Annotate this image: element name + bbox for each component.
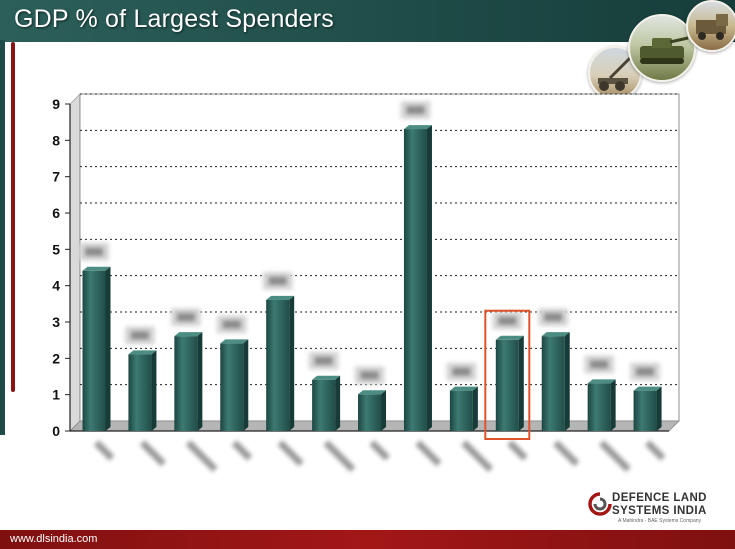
highlight-box (484, 309, 531, 440)
bar-chart: 0 1 2 3 4 5 6 7 8 9 (52, 93, 680, 472)
bar-top (128, 350, 157, 355)
y-tick-label: 2 (52, 350, 60, 366)
bar-side (426, 125, 432, 432)
logo-wordmark: DEFENCE LAND SYSTEMS INDIA (612, 492, 707, 518)
logo-line-2: SYSTEMS INDIA (612, 505, 707, 517)
bar (174, 336, 198, 431)
bar-top (266, 295, 295, 300)
bar (312, 379, 336, 431)
left-accent-bar (0, 40, 5, 435)
logo-tagline: A Mahindra - BAE Systems Company (618, 518, 702, 524)
data-label (268, 276, 287, 285)
bar (495, 339, 519, 431)
bar (633, 390, 657, 431)
y-tick-label: 4 (52, 278, 60, 294)
bar-side (381, 390, 387, 431)
company-logo: DEFENCE LAND SYSTEMS INDIA A Mahindra - … (588, 492, 728, 526)
footer-url: www.dlsindia.com (10, 533, 98, 545)
y-tick-label: 1 (52, 387, 60, 403)
x-category-label (231, 440, 253, 461)
data-label (406, 106, 425, 115)
footer-bar: www.dlsindia.com (0, 530, 735, 549)
y-tick-label: 8 (52, 132, 60, 148)
data-label (176, 313, 195, 322)
x-category-label (553, 440, 580, 467)
bar-side (105, 266, 111, 431)
bar-side (151, 350, 157, 431)
bar (403, 129, 427, 432)
bar-side (197, 332, 203, 431)
bar-side (518, 335, 524, 431)
x-category-label (93, 440, 115, 461)
bar (358, 394, 382, 431)
data-label (360, 371, 379, 380)
title-bar: GDP % of Largest Spenders (0, 0, 735, 42)
bar (128, 354, 152, 431)
bar-top (495, 335, 524, 340)
data-label (452, 367, 471, 376)
x-category-label (507, 440, 528, 461)
bar-top (220, 339, 249, 344)
x-category-label (185, 440, 218, 472)
y-tick-label: 7 (52, 169, 60, 185)
y-tick-label: 3 (52, 314, 60, 330)
data-label (498, 316, 517, 325)
dls-logo-icon (588, 492, 612, 516)
data-label (130, 331, 149, 340)
logo-line-1: DEFENCE LAND (612, 492, 707, 504)
x-category-label (369, 440, 390, 461)
bar (587, 383, 611, 431)
bar-top (312, 375, 341, 380)
data-label (314, 356, 333, 365)
x-category-label (277, 440, 304, 467)
bar (82, 270, 106, 431)
bar-top (174, 332, 203, 337)
bar-top (587, 379, 616, 384)
x-category-label (461, 440, 494, 472)
bar (541, 336, 565, 431)
bar-top (358, 390, 387, 395)
y-tick-label: 9 (52, 96, 60, 112)
x-category-label (644, 440, 666, 461)
bar-top (541, 332, 570, 337)
page-title: GDP % of Largest Spenders (14, 5, 334, 33)
x-category-label (415, 440, 442, 467)
chart-side-wall (69, 93, 81, 432)
bar-side (472, 386, 478, 431)
data-label (636, 367, 655, 376)
bar-top (403, 125, 432, 130)
military-truck-photo-icon (686, 0, 735, 52)
bar-top (82, 266, 111, 271)
data-label (544, 313, 563, 322)
bar-side (564, 332, 570, 431)
x-category-label (139, 440, 166, 467)
bar-side (289, 295, 295, 431)
bar-top (633, 386, 662, 391)
data-label (590, 360, 609, 369)
bar (220, 343, 244, 431)
bar-side (243, 339, 249, 431)
bar-side (335, 375, 341, 431)
x-category-label (599, 440, 631, 472)
data-label (85, 247, 103, 256)
bar (266, 299, 290, 431)
bar-side (610, 379, 616, 431)
x-category-label (323, 440, 356, 472)
y-tick-label: 6 (52, 205, 60, 221)
data-label (222, 320, 241, 329)
bar-side (656, 386, 662, 431)
left-accent-line (11, 42, 15, 392)
bar-top (449, 386, 478, 391)
bar (449, 390, 473, 431)
y-tick-label: 5 (52, 241, 60, 257)
y-tick-label: 0 (52, 423, 60, 439)
armored-vehicle-photo-icon (628, 14, 696, 82)
